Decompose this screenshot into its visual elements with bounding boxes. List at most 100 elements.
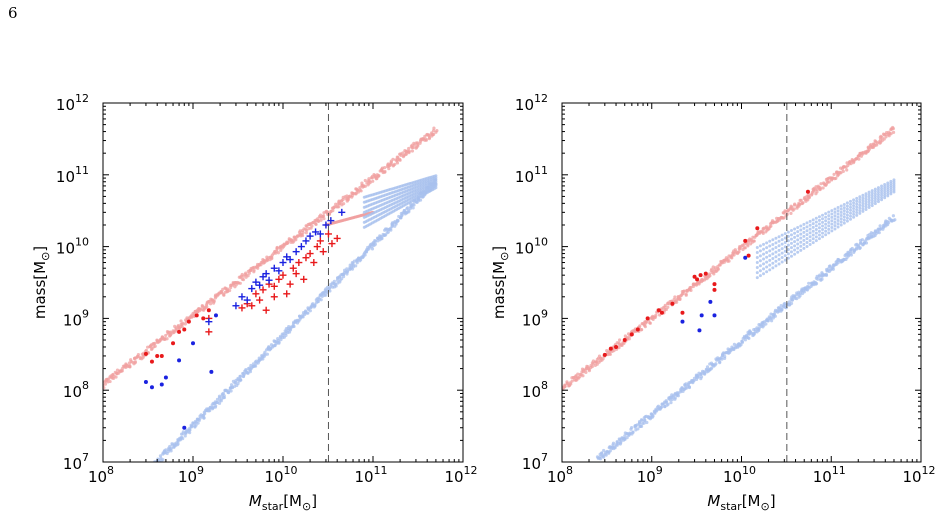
track-point <box>870 194 874 198</box>
track-point <box>883 189 887 193</box>
track-point <box>265 258 270 262</box>
track-point <box>305 228 309 232</box>
track-point <box>821 186 825 190</box>
track-point <box>669 401 673 405</box>
track-point <box>873 229 877 233</box>
plus-point <box>286 256 294 264</box>
track-point <box>873 187 877 191</box>
track-point <box>883 185 887 189</box>
track-point <box>758 254 762 258</box>
track-point <box>859 154 863 158</box>
track-point <box>751 332 755 336</box>
track-point <box>196 421 200 425</box>
plus-point <box>270 264 278 272</box>
track-point <box>716 267 720 271</box>
track-point <box>798 294 802 298</box>
track-point <box>836 206 840 210</box>
track-point <box>238 374 243 378</box>
track-point <box>820 277 824 281</box>
track-point <box>146 468 149 471</box>
track-point <box>771 247 775 251</box>
track-point <box>174 329 178 333</box>
track-point <box>376 174 381 178</box>
plus-point <box>333 234 341 242</box>
track-point <box>827 231 831 235</box>
track-point <box>842 221 846 225</box>
y-axis-label: mass[M⊙] <box>31 246 52 319</box>
track-point <box>777 257 781 261</box>
track-point <box>765 260 769 264</box>
track-point <box>817 222 821 226</box>
track-point <box>817 226 821 230</box>
track-point <box>148 471 151 474</box>
dot-point <box>614 344 619 349</box>
track-point <box>768 263 772 267</box>
track-point <box>857 157 861 161</box>
track-point <box>839 210 843 214</box>
track-point <box>208 302 213 306</box>
track-point <box>889 218 893 222</box>
track-point <box>789 254 793 258</box>
track-point <box>841 169 845 174</box>
track-point <box>786 256 790 260</box>
track-point <box>602 448 606 453</box>
track-point <box>166 449 170 454</box>
model-track-2 <box>562 125 896 391</box>
track-point <box>832 172 836 176</box>
track-point <box>600 451 604 455</box>
plus-point <box>310 259 318 267</box>
track-point <box>796 250 800 254</box>
track-point <box>710 366 714 370</box>
track-point <box>678 297 682 302</box>
track-point <box>762 262 766 266</box>
track-point <box>771 252 775 256</box>
track-point <box>852 215 856 219</box>
track-point <box>673 396 677 400</box>
dot-point <box>213 313 218 318</box>
track-point <box>607 451 611 455</box>
track-point <box>103 386 106 390</box>
track-point <box>774 259 778 263</box>
track-point <box>316 219 321 224</box>
series-1 <box>205 208 346 326</box>
track-point <box>733 248 737 252</box>
track-point <box>886 183 890 187</box>
model-track-3 <box>595 178 897 461</box>
track-point <box>830 229 834 233</box>
track-point <box>780 251 784 255</box>
plus-point <box>316 237 324 245</box>
track-point <box>824 233 828 237</box>
track-point <box>802 290 806 294</box>
plus-point <box>313 243 321 251</box>
dot-point <box>602 352 607 357</box>
track-point <box>395 161 400 165</box>
track-point <box>371 179 375 183</box>
track-point <box>873 199 877 203</box>
dot-point <box>608 346 613 351</box>
track-point <box>415 141 420 145</box>
track-point <box>220 290 224 294</box>
track-point <box>886 192 890 196</box>
track-point <box>877 231 881 235</box>
y-tick-label: 1010 <box>515 236 548 258</box>
track-point <box>780 308 784 312</box>
track-point <box>876 190 880 194</box>
dot-point <box>186 319 191 324</box>
track-point <box>319 298 323 302</box>
dot-point <box>699 313 704 318</box>
track-point <box>814 239 818 243</box>
track-point <box>864 192 868 196</box>
track-point <box>827 227 831 231</box>
track-point <box>873 202 877 206</box>
track-point <box>238 378 243 382</box>
track-point <box>252 268 256 272</box>
track-point <box>817 218 821 222</box>
track-point <box>786 230 790 234</box>
track-point <box>876 186 880 190</box>
track-point <box>188 428 192 432</box>
track-point <box>858 195 862 199</box>
track-point <box>861 209 865 213</box>
track-point <box>873 197 877 201</box>
track-point <box>280 246 284 250</box>
track-point <box>883 191 887 195</box>
